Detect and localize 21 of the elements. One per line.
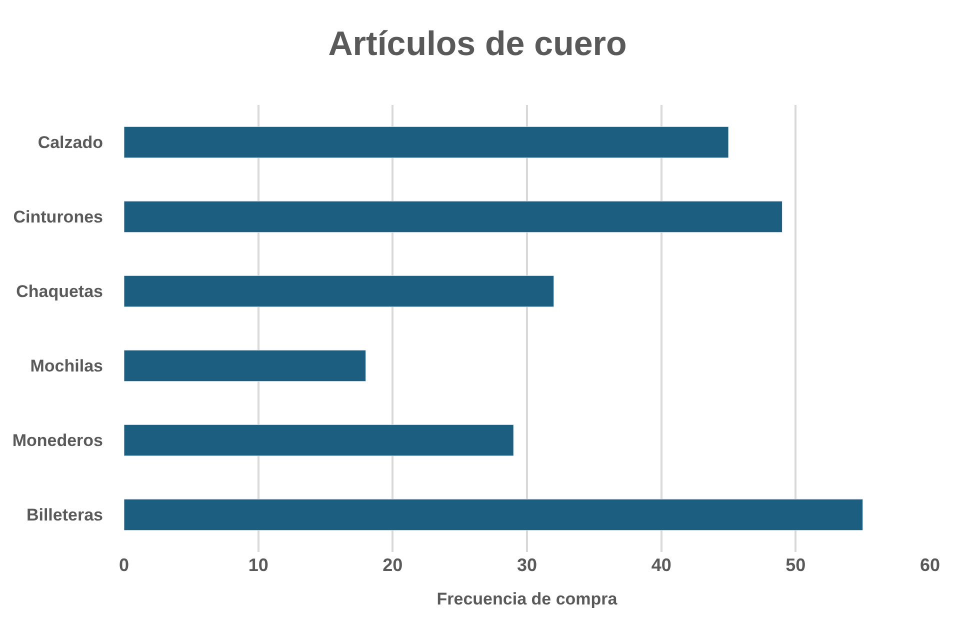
y-tick-label: Calzado: [38, 133, 103, 152]
y-tick-label: Monederos: [12, 431, 103, 450]
x-tick-label: 50: [786, 555, 806, 575]
x-axis-title: Frecuencia de compra: [436, 589, 618, 608]
bar: [124, 126, 729, 158]
y-tick-label: Mochilas: [30, 356, 103, 376]
bar: [124, 275, 554, 308]
x-tick-label: 20: [382, 555, 403, 575]
y-tick-label: Chaquetas: [16, 282, 103, 302]
bar: [124, 200, 782, 233]
x-tick-label: 40: [651, 555, 672, 575]
x-tick-label: 10: [248, 555, 268, 575]
x-tick-label: 30: [516, 555, 538, 575]
bar: [124, 424, 514, 456]
chart-title: Artículos de cuero: [328, 24, 627, 63]
y-tick-label: Cinturones: [13, 208, 103, 227]
x-tick-label: 0: [118, 555, 130, 575]
x-tick-label: 60: [920, 555, 940, 575]
bar: [124, 498, 864, 531]
y-tick-label: Billeteras: [26, 506, 103, 525]
bar: [124, 350, 366, 382]
